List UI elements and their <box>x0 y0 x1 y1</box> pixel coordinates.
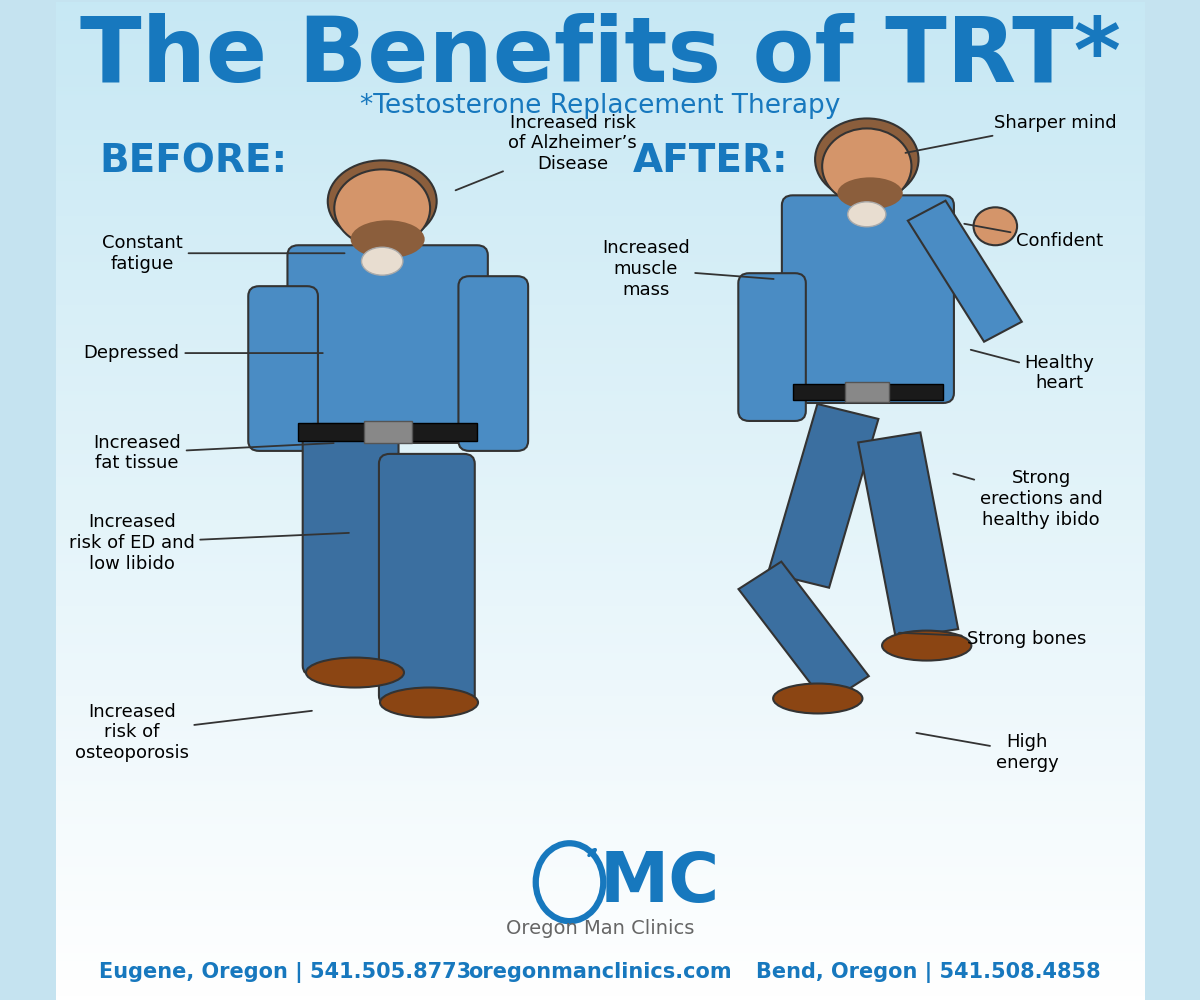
Ellipse shape <box>815 118 918 200</box>
FancyBboxPatch shape <box>458 276 528 451</box>
Text: BEFORE:: BEFORE: <box>100 142 287 180</box>
Text: The Benefits of TRT*: The Benefits of TRT* <box>79 13 1121 101</box>
Text: Constant
fatigue: Constant fatigue <box>102 234 344 273</box>
Ellipse shape <box>847 202 886 227</box>
Ellipse shape <box>380 688 478 717</box>
Ellipse shape <box>822 128 912 204</box>
Bar <box>371 228 406 253</box>
Bar <box>852 182 882 206</box>
Text: Sharper mind: Sharper mind <box>906 114 1116 153</box>
Bar <box>364 421 412 443</box>
Text: Strong
erections and
healthy ibido: Strong erections and healthy ibido <box>953 469 1103 529</box>
Text: Eugene, Oregon | 541.505.8773: Eugene, Oregon | 541.505.8773 <box>100 962 472 983</box>
Text: Increased risk
of Alzheimer’s
Disease: Increased risk of Alzheimer’s Disease <box>456 114 637 190</box>
Ellipse shape <box>838 177 902 209</box>
FancyBboxPatch shape <box>302 424 398 676</box>
Text: Increased
risk of
osteoporosis: Increased risk of osteoporosis <box>74 703 312 762</box>
Ellipse shape <box>335 169 430 247</box>
Ellipse shape <box>973 207 1018 245</box>
Ellipse shape <box>328 160 437 242</box>
Bar <box>793 384 943 400</box>
Text: *Testosterone Replacement Therapy: *Testosterone Replacement Therapy <box>360 93 840 119</box>
Ellipse shape <box>882 631 971 661</box>
Text: Increased
fat tissue: Increased fat tissue <box>94 434 334 472</box>
Text: Depressed: Depressed <box>84 344 323 362</box>
Text: Confident: Confident <box>965 224 1103 250</box>
Text: Increased
muscle
mass: Increased muscle mass <box>602 239 774 299</box>
Ellipse shape <box>350 220 425 258</box>
FancyBboxPatch shape <box>288 245 488 443</box>
Text: Increased
risk of ED and
low libido: Increased risk of ED and low libido <box>68 513 349 573</box>
FancyBboxPatch shape <box>738 273 806 421</box>
FancyBboxPatch shape <box>782 195 954 403</box>
Text: MC: MC <box>600 849 720 916</box>
Ellipse shape <box>773 684 863 713</box>
Polygon shape <box>768 404 878 588</box>
Ellipse shape <box>361 247 403 275</box>
FancyBboxPatch shape <box>379 454 475 705</box>
Text: High
energy: High energy <box>917 733 1058 772</box>
Text: oregonmanclinics.com: oregonmanclinics.com <box>468 962 732 982</box>
Ellipse shape <box>306 658 404 688</box>
Text: Oregon Man Clinics: Oregon Man Clinics <box>506 919 694 938</box>
Text: Healthy
heart: Healthy heart <box>971 350 1094 392</box>
Polygon shape <box>738 562 869 704</box>
Polygon shape <box>858 432 958 639</box>
Text: Bend, Oregon | 541.508.4858: Bend, Oregon | 541.508.4858 <box>756 962 1100 983</box>
Text: Strong bones: Strong bones <box>899 630 1086 648</box>
Text: AFTER:: AFTER: <box>632 142 788 180</box>
Bar <box>845 382 888 402</box>
Polygon shape <box>908 201 1021 342</box>
FancyBboxPatch shape <box>248 286 318 451</box>
Bar <box>299 423 476 441</box>
